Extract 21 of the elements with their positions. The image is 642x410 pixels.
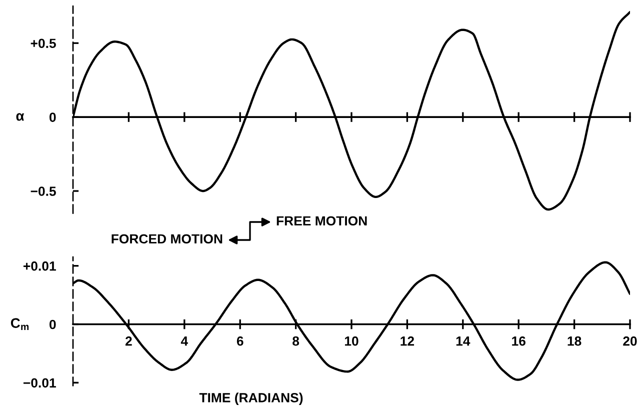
y-axis-title: C$_{m}$: [10, 318, 29, 330]
text: FREE MOTION: [276, 216, 367, 226]
x-tick-label: 10: [344, 336, 358, 346]
x-tick-label: 16: [512, 336, 526, 346]
y-tick-label: −0.5: [30, 186, 56, 196]
x-axis-title: TIME (RADIANS): [199, 392, 303, 405]
x-tick-label: 8: [292, 336, 300, 346]
y-tick-label: 0: [50, 320, 56, 330]
y-tick-label: +0.5: [30, 38, 56, 48]
y-tick-label: 0: [50, 112, 56, 122]
x-tick-label: 6: [236, 336, 244, 346]
y-axis-title: α: [16, 113, 24, 121]
y-tick-label: −0.01: [24, 378, 56, 388]
x-tick-label: 4: [180, 336, 188, 346]
x-tick-label: 12: [400, 336, 414, 346]
text: FORCED MOTION: [112, 234, 222, 244]
x-tick-label: 14: [456, 336, 470, 346]
y-tick-label: +0.01: [24, 261, 56, 271]
x-tick-label: 2: [125, 336, 132, 346]
x-tick-label: 18: [568, 336, 582, 346]
x-tick-label: 20: [623, 336, 637, 346]
